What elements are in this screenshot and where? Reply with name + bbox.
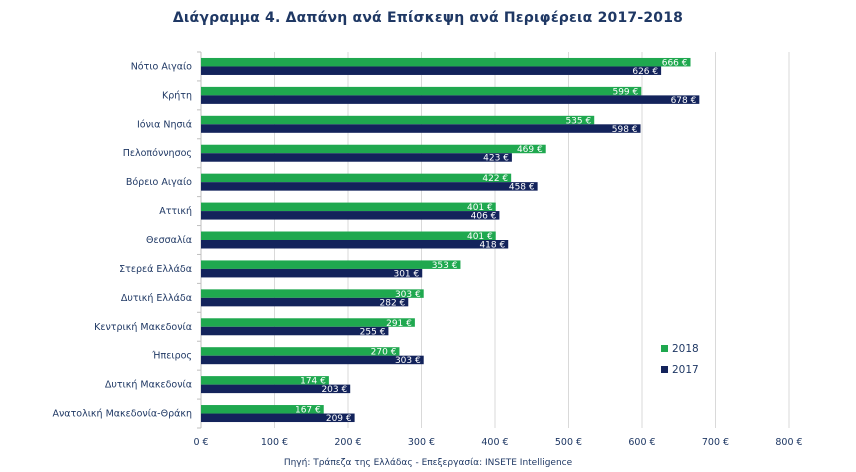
bar-2017 [201,326,389,336]
bar-2017 [201,95,700,104]
category-label: Ήπειρος [151,351,192,362]
bar-2018 [201,202,496,212]
bar-2018 [201,347,400,356]
x-tick-label: 500 € [555,437,582,448]
category-label: Κρήτη [162,90,192,101]
data-label-2017: 282 € [380,298,406,308]
x-tick-label: 400 € [481,437,508,448]
category-labels: Νότιο Αιγαίο Κρήτη Ιόνια Νησιά Πελοπόννησος… [53,61,193,419]
bars: 666 € 626 € 599 € 678 € 535 € 598 € 469 € 423 €… [201,57,700,424]
data-label-2017: 255 € [360,327,386,337]
bar-2017 [201,384,351,394]
data-label-2017: 406 € [471,212,497,222]
data-label-2017: 458 € [509,183,535,193]
category-label: Δυτική Ελλάδα [121,293,192,304]
legend-label-2018: 2018 [672,343,699,355]
category-label: Θεσσαλία [146,235,192,246]
data-label-2018: 666 € [662,58,688,68]
bar-2017 [201,66,662,75]
data-label-2018: 174 € [300,377,326,387]
data-label-2017: 203 € [321,385,347,395]
bar-2018 [201,231,496,240]
x-tick-label: 600 € [628,437,655,448]
data-label-2017: 598 € [612,125,638,135]
x-tick-label: 700 € [702,437,729,448]
data-label-2017: 303 € [395,356,421,366]
bar-2018 [201,115,595,125]
category-label: Κεντρική Μακεδονία [94,322,192,333]
bar-2017 [201,240,509,249]
data-label-2017: 626 € [632,67,658,77]
data-label-2018: 167 € [295,406,321,416]
bar-2018 [201,86,642,96]
category-label: Δυτική Μακεδονία [105,380,192,391]
bar-2017 [201,182,538,191]
data-label-2018: 270 € [371,348,397,358]
category-label: Ιόνια Νησιά [137,119,192,130]
category-label: Νότιο Αιγαίο [131,61,192,72]
data-label-2018: 353 € [432,261,458,271]
x-tick-label: 300 € [408,437,435,448]
data-label-2018: 535 € [565,116,591,126]
category-label: Βόρειο Αιγαίο [126,177,192,188]
bar-2018 [201,57,691,67]
category-label: Ανατολική Μακεδονία-Θράκη [53,409,193,420]
source-note: Πηγή: Τράπεζα της Ελλάδας - Επεξεργασία:… [283,458,573,468]
bar-2018 [201,260,461,269]
chart-title: Διάγραμμα 4. Δαπάνη ανά Επίσκεψη ανά Περ… [172,10,684,26]
x-tick-label: 100 € [261,437,288,448]
bar-2018 [201,376,329,385]
x-tick-label: 0 € [193,437,208,448]
x-tick-label: 800 € [775,437,802,448]
data-label-2017: 418 € [479,241,505,251]
bar-2017 [201,211,500,220]
legend-label-2017: 2017 [672,364,699,376]
data-label-2017: 209 € [326,414,352,424]
bar-2018 [201,405,324,414]
bar-2018 [201,144,546,154]
bar-2018 [201,289,424,298]
x-axis-ticks: 0 € 100 € 200 € 300 € 400 € 500 € 600 € 700 € 80… [193,437,802,448]
data-label-2018: 401 € [467,232,493,242]
bar-2018 [201,173,512,183]
data-label-2018: 303 € [395,290,421,300]
category-label: Πελοπόννησος [123,148,192,159]
x-tick-label: 200 € [334,437,361,448]
bar-2017 [201,413,355,423]
category-label: Στερεά Ελλάδα [119,264,192,275]
data-label-2017: 678 € [671,96,697,106]
data-label-2018: 469 € [517,145,543,155]
category-label: Αττική [159,206,192,217]
bar-2017 [201,268,423,278]
legend-swatch-2018 [661,345,668,352]
bar-2017 [201,124,641,133]
bar-2017 [201,153,512,162]
legend-swatch-2017 [661,366,668,373]
data-label-2018: 291 € [386,319,412,329]
bar-2017 [201,297,409,307]
data-label-2017: 423 € [483,154,509,164]
data-label-2018: 599 € [612,87,638,97]
bar-2017 [201,355,424,365]
data-label-2018: 401 € [467,203,493,213]
bar-2018 [201,318,415,327]
data-label-2017: 301 € [393,269,419,279]
data-label-2018: 422 € [482,174,508,184]
legend: 2018 2017 [661,343,699,376]
